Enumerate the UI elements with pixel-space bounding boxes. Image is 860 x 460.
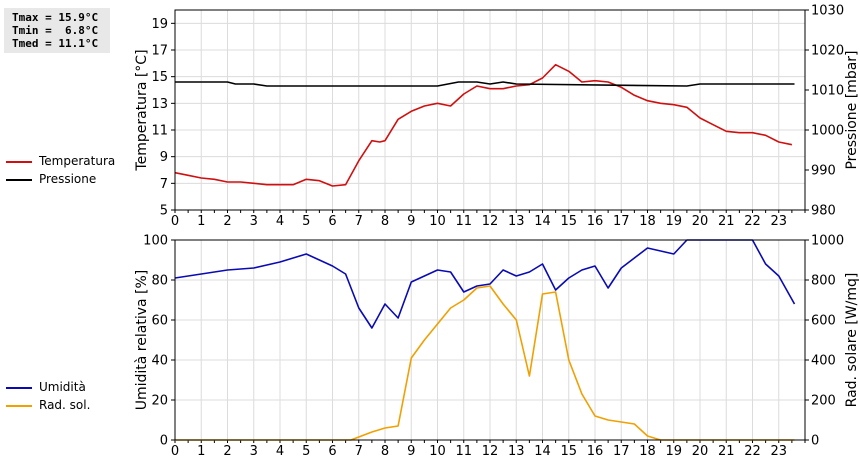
bottom-xtick-label: 7 bbox=[355, 444, 363, 459]
bottom-xtick-label: 17 bbox=[613, 444, 630, 459]
bottom-xtick-label: 3 bbox=[250, 444, 258, 459]
top-xtick-label: 22 bbox=[744, 214, 761, 229]
bottom-y2tick-label: 400 bbox=[811, 354, 836, 369]
top-xtick-label: 20 bbox=[692, 214, 709, 229]
series-line-pressure bbox=[175, 81, 795, 87]
tmin-text: Tmin = 6.8°C bbox=[12, 24, 99, 37]
top-y2tick-label: 980 bbox=[811, 204, 836, 219]
top-plot-frame bbox=[174, 9, 806, 211]
bottom-xtick-label: 8 bbox=[381, 444, 389, 459]
bottom-xtick-label: 23 bbox=[770, 444, 787, 459]
bottom-xtick-label: 11 bbox=[455, 444, 472, 459]
bottom-xtick-label: 22 bbox=[744, 444, 761, 459]
top-xtick-label: 18 bbox=[639, 214, 656, 229]
top-xtick-label: 23 bbox=[770, 214, 787, 229]
bottom-y2tick-label: 800 bbox=[811, 274, 836, 289]
bottom-xtick-label: 19 bbox=[665, 444, 682, 459]
bottom-xtick-label: 20 bbox=[692, 444, 709, 459]
bottom-xtick-label: 2 bbox=[223, 444, 231, 459]
bottom-ytick-label: 100 bbox=[143, 234, 168, 249]
bottom-ytick-label: 40 bbox=[151, 354, 168, 369]
bottom-y2tick-label: 1000 bbox=[811, 234, 844, 249]
bottom-y2label: Rad. solare [W/mq] bbox=[844, 273, 860, 408]
top-xtick-label: 2 bbox=[223, 214, 231, 229]
bottom-xtick-label: 13 bbox=[508, 444, 525, 459]
bottom-xtick-label: 9 bbox=[407, 444, 415, 459]
bottom-ytick-label: 80 bbox=[151, 274, 168, 289]
top-ytick-label: 11 bbox=[151, 124, 168, 139]
legend-swatch-pressione bbox=[6, 179, 32, 181]
bottom-xtick-label: 6 bbox=[328, 444, 336, 459]
top-ylabel: Temperatura [°C] bbox=[134, 49, 150, 171]
top-y2label: Pressione [mbar] bbox=[844, 50, 860, 169]
top-y2tick-label: 1000 bbox=[811, 124, 844, 139]
bottom-xtick-label: 15 bbox=[560, 444, 577, 459]
top-xtick-label: 15 bbox=[560, 214, 577, 229]
top-xtick-label: 6 bbox=[328, 214, 336, 229]
top-y2tick-label: 1010 bbox=[811, 84, 844, 99]
top-xtick-label: 8 bbox=[381, 214, 389, 229]
bottom-xtick-label: 12 bbox=[482, 444, 499, 459]
top-xtick-label: 19 bbox=[665, 214, 682, 229]
bottom-plot-frame bbox=[174, 239, 806, 441]
top-ytick-label: 17 bbox=[151, 44, 168, 59]
bottom-xtick-label: 21 bbox=[718, 444, 735, 459]
bottom-ytick-label: 0 bbox=[160, 434, 168, 449]
bottom-ytick-label: 20 bbox=[151, 394, 168, 409]
series-line-radiation bbox=[175, 285, 795, 441]
top-ytick-label: 13 bbox=[151, 97, 168, 112]
stats-box: Tmax = 15.9°C Tmin = 6.8°C Tmed = 11.1°C bbox=[4, 8, 110, 53]
top-xtick-label: 1 bbox=[197, 214, 205, 229]
top-y2tick-label: 1020 bbox=[811, 44, 844, 59]
top-xtick-label: 17 bbox=[613, 214, 630, 229]
bottom-xtick-label: 0 bbox=[171, 444, 179, 459]
legend-label-pressione: Pressione bbox=[39, 172, 97, 186]
top-xtick-label: 4 bbox=[276, 214, 284, 229]
bottom-xtick-label: 4 bbox=[276, 444, 284, 459]
top-xtick-label: 7 bbox=[355, 214, 363, 229]
tmax-text: Tmax = 15.9°C bbox=[12, 11, 99, 24]
bottom-ylabel: Umidità relativa [%] bbox=[134, 270, 150, 411]
top-ytick-label: 5 bbox=[160, 204, 168, 219]
series-line-temperature bbox=[174, 63, 793, 187]
series-line-humidity bbox=[174, 239, 796, 329]
top-xtick-label: 16 bbox=[587, 214, 604, 229]
bottom-xtick-label: 10 bbox=[429, 444, 446, 459]
legend-label-temperatura: Temperatura bbox=[39, 154, 116, 168]
top-ytick-label: 19 bbox=[151, 17, 168, 32]
top-xtick-label: 9 bbox=[407, 214, 415, 229]
bottom-y2tick-label: 200 bbox=[811, 394, 836, 409]
top-xtick-label: 0 bbox=[171, 214, 179, 229]
bottom-xtick-label: 5 bbox=[302, 444, 310, 459]
top-ytick-label: 15 bbox=[151, 70, 168, 85]
bottom-xtick-label: 1 bbox=[197, 444, 205, 459]
top-y2tick-label: 1030 bbox=[811, 4, 844, 19]
top-xtick-label: 21 bbox=[718, 214, 735, 229]
top-xtick-label: 10 bbox=[429, 214, 446, 229]
top-xtick-label: 5 bbox=[302, 214, 310, 229]
legend-swatch-rad-sol bbox=[6, 405, 32, 407]
tmed-text: Tmed = 11.1°C bbox=[12, 37, 99, 50]
top-xtick-label: 14 bbox=[534, 214, 551, 229]
legend-swatch-umidita bbox=[6, 387, 32, 389]
top-xtick-label: 13 bbox=[508, 214, 525, 229]
top-y2tick-label: 990 bbox=[811, 164, 836, 179]
bottom-y2tick-label: 600 bbox=[811, 314, 836, 329]
legend-swatch-temperatura bbox=[6, 161, 32, 163]
bottom-xtick-label: 18 bbox=[639, 444, 656, 459]
bottom-y2tick-label: 0 bbox=[811, 434, 819, 449]
bottom-ytick-label: 60 bbox=[151, 314, 168, 329]
top-ytick-label: 9 bbox=[160, 150, 168, 165]
top-xtick-label: 12 bbox=[482, 214, 499, 229]
bottom-xtick-label: 14 bbox=[534, 444, 551, 459]
top-ytick-label: 7 bbox=[160, 177, 168, 192]
top-xtick-label: 3 bbox=[250, 214, 258, 229]
legend-label-rad-sol: Rad. sol. bbox=[39, 398, 91, 412]
legend-label-umidita: Umidità bbox=[39, 380, 86, 394]
bottom-xtick-label: 16 bbox=[587, 444, 604, 459]
top-xtick-label: 11 bbox=[455, 214, 472, 229]
